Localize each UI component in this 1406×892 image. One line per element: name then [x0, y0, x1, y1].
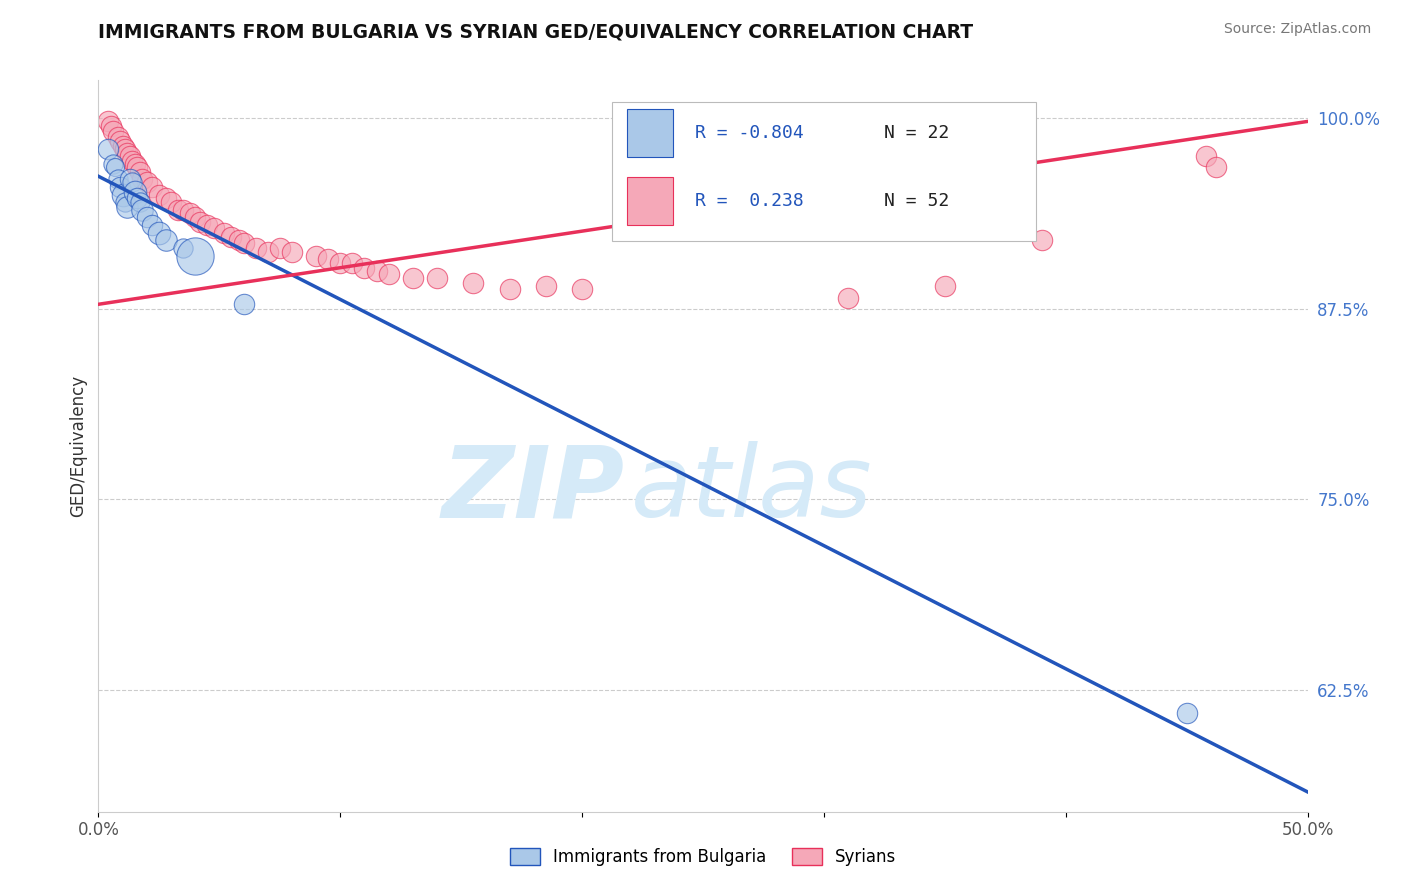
- Point: [463, 276, 485, 290]
- Point: [934, 279, 956, 293]
- Point: [232, 297, 254, 311]
- Point: [155, 233, 177, 247]
- Point: [100, 119, 122, 133]
- Point: [141, 218, 163, 232]
- Point: [107, 172, 129, 186]
- Point: [141, 180, 163, 194]
- Point: [498, 282, 520, 296]
- Point: [121, 154, 143, 169]
- Point: [366, 264, 388, 278]
- Point: [117, 200, 139, 214]
- Point: [124, 157, 146, 171]
- Point: [131, 202, 153, 217]
- FancyBboxPatch shape: [627, 109, 673, 157]
- Point: [245, 241, 267, 255]
- Point: [135, 211, 157, 225]
- Point: [329, 256, 352, 270]
- Point: [148, 226, 170, 240]
- Point: [127, 191, 149, 205]
- Point: [179, 206, 201, 220]
- Point: [305, 248, 328, 262]
- Point: [342, 256, 364, 270]
- Text: R = -0.804: R = -0.804: [695, 124, 803, 142]
- Point: [135, 175, 157, 189]
- Point: [107, 129, 129, 144]
- Point: [127, 160, 149, 174]
- Point: [256, 245, 278, 260]
- Point: [1205, 160, 1227, 174]
- Point: [117, 146, 139, 161]
- FancyBboxPatch shape: [627, 178, 673, 225]
- Text: R =  0.238: R = 0.238: [695, 192, 803, 210]
- Point: [118, 149, 141, 163]
- Point: [402, 271, 425, 285]
- Point: [204, 221, 226, 235]
- Point: [114, 142, 136, 156]
- Text: ZIP: ZIP: [441, 442, 624, 539]
- Point: [571, 282, 593, 296]
- Point: [1031, 233, 1053, 247]
- Point: [281, 245, 304, 260]
- Point: [128, 164, 150, 178]
- Point: [121, 175, 143, 189]
- Point: [148, 187, 170, 202]
- Point: [128, 195, 150, 210]
- Point: [195, 218, 218, 232]
- Point: [97, 142, 120, 156]
- Point: [114, 195, 136, 210]
- Y-axis label: GED/Equivalency: GED/Equivalency: [69, 375, 87, 517]
- Point: [269, 241, 291, 255]
- Point: [172, 241, 194, 255]
- Point: [377, 267, 399, 281]
- Text: N = 22: N = 22: [884, 124, 949, 142]
- Point: [167, 202, 190, 217]
- Text: atlas: atlas: [630, 442, 872, 539]
- Point: [184, 211, 207, 225]
- Point: [353, 260, 375, 275]
- Point: [124, 185, 146, 199]
- Point: [108, 134, 131, 148]
- FancyBboxPatch shape: [613, 103, 1035, 241]
- Text: N = 52: N = 52: [884, 192, 949, 210]
- Point: [172, 202, 194, 217]
- Point: [101, 157, 124, 171]
- Text: IMMIGRANTS FROM BULGARIA VS SYRIAN GED/EQUIVALENCY CORRELATION CHART: IMMIGRANTS FROM BULGARIA VS SYRIAN GED/E…: [98, 22, 973, 41]
- Point: [111, 138, 134, 153]
- Point: [155, 191, 177, 205]
- Point: [1175, 706, 1198, 720]
- Point: [232, 236, 254, 251]
- Point: [534, 279, 557, 293]
- Text: Source: ZipAtlas.com: Source: ZipAtlas.com: [1223, 22, 1371, 37]
- Point: [426, 271, 449, 285]
- Point: [188, 215, 211, 229]
- Point: [316, 252, 339, 266]
- Legend: Immigrants from Bulgaria, Syrians: Immigrants from Bulgaria, Syrians: [503, 841, 903, 873]
- Point: [1195, 149, 1218, 163]
- Point: [104, 160, 127, 174]
- Point: [160, 195, 183, 210]
- Point: [212, 226, 235, 240]
- Point: [184, 248, 207, 262]
- Point: [111, 187, 134, 202]
- Point: [837, 291, 859, 305]
- Point: [118, 172, 141, 186]
- Point: [131, 172, 153, 186]
- Point: [221, 230, 243, 244]
- Point: [101, 123, 124, 137]
- Point: [108, 180, 131, 194]
- Point: [228, 233, 250, 247]
- Point: [97, 114, 120, 128]
